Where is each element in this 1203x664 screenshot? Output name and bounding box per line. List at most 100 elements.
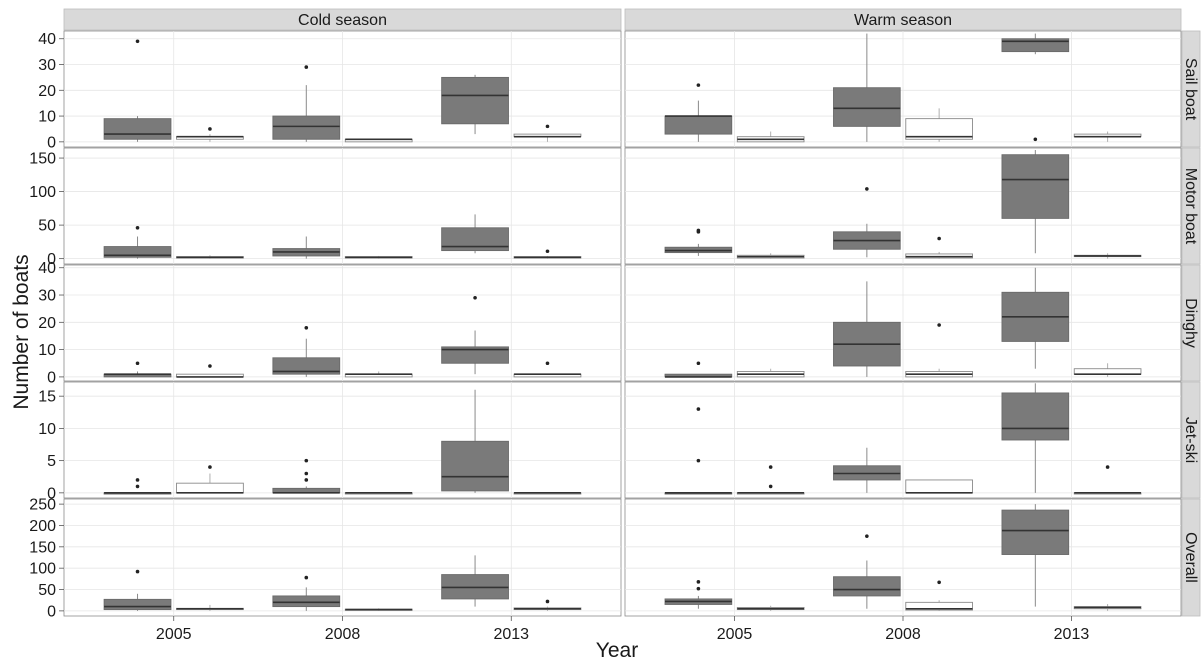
y-tick-label: 0: [47, 369, 56, 386]
row-strip-label: Overall: [1182, 532, 1199, 583]
column-strip-label: Warm season: [854, 12, 952, 29]
x-tick-label: 2013: [1054, 626, 1090, 643]
light-box: [736, 253, 805, 259]
column-strip-bg: [624, 8, 1182, 31]
outlier-point: [696, 586, 701, 591]
box-iqr: [1001, 154, 1070, 219]
dark-box: [441, 74, 509, 135]
box-iqr: [1073, 368, 1142, 375]
dark-box: [833, 534, 901, 609]
outlier-point: [545, 124, 550, 129]
column-strip: Cold season: [63, 8, 622, 31]
outlier-point: [937, 580, 941, 585]
outlier-point: [304, 478, 309, 482]
outlier-point: [208, 364, 212, 368]
y-tick-label: 0: [47, 603, 56, 620]
box-iqr: [833, 87, 901, 127]
facet-panel: [624, 147, 1182, 265]
dark-box: [1001, 150, 1070, 254]
dark-box: [103, 225, 172, 259]
row-strip-bg: [1181, 147, 1201, 265]
box-iqr: [833, 576, 901, 597]
box-iqr: [441, 227, 509, 252]
dark-box: [664, 361, 733, 378]
box-iqr: [272, 115, 341, 140]
y-tick-label: 50: [38, 582, 56, 599]
y-tick-label: 30: [38, 57, 56, 74]
outlier-point: [304, 471, 309, 476]
light-box: [736, 605, 805, 611]
x-tick-label: 2008: [325, 626, 361, 643]
outlier-point: [1033, 137, 1038, 142]
dark-box: [833, 281, 901, 377]
box-iqr: [905, 479, 973, 494]
outlier-point: [135, 569, 140, 574]
light-box: [176, 604, 244, 611]
dark-box: [272, 236, 341, 259]
outlier-point: [135, 39, 140, 44]
outlier-point: [768, 465, 773, 469]
y-tick-label: 0: [47, 134, 56, 151]
dark-box: [103, 478, 172, 495]
dark-box: [1001, 33, 1070, 142]
outlier-point: [865, 187, 869, 191]
light-box: [344, 138, 413, 143]
outlier-point: [696, 361, 701, 366]
dark-box: [441, 389, 509, 493]
y-tick-label: 10: [38, 109, 56, 126]
facet-panel: [624, 264, 1182, 382]
light-box: [736, 465, 805, 495]
row-strip: Overall: [1181, 498, 1201, 617]
outlier-point: [696, 407, 701, 411]
y-tick-label: 150: [29, 151, 56, 168]
y-tick-label: 200: [29, 518, 56, 535]
light-box: [513, 492, 582, 495]
light-box: [513, 249, 582, 259]
y-tick-label: 10: [38, 421, 56, 438]
x-tick-label: 2013: [493, 626, 529, 643]
row-strip-label: Motor boat: [1182, 168, 1199, 245]
dark-box: [272, 325, 341, 377]
y-tick-label: 250: [29, 497, 56, 514]
y-axis: 0 50 100 150 200 250: [29, 497, 64, 620]
box-iqr: [103, 246, 172, 258]
box-iqr: [272, 357, 341, 375]
x-tick-label: 2005: [156, 626, 192, 643]
outlier-point: [937, 236, 941, 241]
facet-panels: [63, 30, 1182, 617]
light-box: [344, 371, 413, 378]
x-axis-title: Year: [596, 639, 638, 662]
light-box: [344, 608, 413, 611]
row-strip: Sail boat: [1181, 30, 1201, 148]
facet-panel: [63, 264, 622, 382]
row-strip: Dinghy: [1181, 264, 1201, 382]
light-box: [905, 108, 973, 142]
y-tick-label: 10: [38, 342, 56, 359]
light-box: [176, 127, 244, 142]
y-axis-title: Number of boats: [10, 254, 33, 409]
box-iqr: [103, 598, 172, 611]
dark-box: [1001, 383, 1070, 493]
light-box: [344, 255, 413, 259]
light-box: [344, 492, 413, 495]
row-strip-label: Dinghy: [1182, 298, 1199, 348]
outlier-point: [937, 323, 941, 327]
light-box: [513, 124, 582, 142]
y-tick-label: 15: [38, 389, 56, 406]
outlier-point: [696, 580, 701, 584]
facet-panel: [63, 498, 622, 617]
dark-box: [664, 407, 733, 495]
dark-box: [272, 575, 341, 611]
light-box: [513, 599, 582, 611]
box-iqr: [441, 346, 509, 364]
y-axis: 0 50 100 150: [29, 151, 64, 268]
y-axis: 0 10 20 30 40: [38, 260, 64, 386]
y-tick-label: 20: [38, 83, 56, 100]
dark-box: [103, 39, 172, 142]
y-tick-label: 0: [47, 485, 56, 502]
light-box: [905, 323, 973, 378]
outlier-point: [135, 478, 140, 482]
box-iqr: [103, 118, 172, 140]
y-tick-label: 100: [29, 561, 56, 578]
box-iqr: [905, 118, 973, 140]
